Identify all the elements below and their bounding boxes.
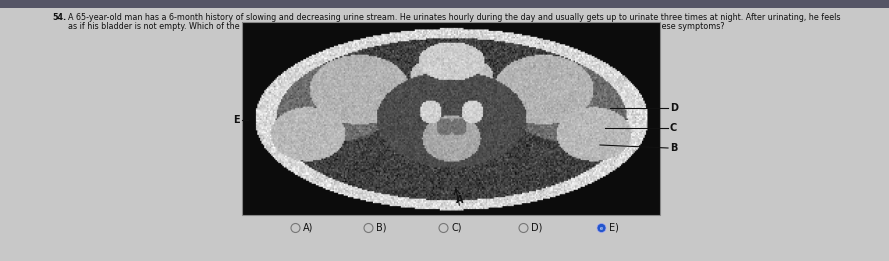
Text: as if his bladder is not empty. Which of the following labeled anatomic structur: as if his bladder is not empty. Which of…: [68, 22, 725, 31]
Text: B): B): [376, 223, 387, 233]
Bar: [0, 0, 889, 8]
Text: A): A): [303, 223, 314, 233]
Text: C): C): [451, 223, 461, 233]
Text: D: D: [670, 103, 678, 113]
Text: B: B: [670, 143, 677, 153]
Circle shape: [597, 223, 606, 233]
Text: A: A: [456, 195, 464, 205]
Text: C: C: [670, 123, 677, 133]
Text: 54.: 54.: [52, 13, 66, 22]
Text: E): E): [609, 223, 619, 233]
Text: E: E: [234, 115, 240, 125]
Text: A 65-year-old man has a 6-month history of slowing and decreasing urine stream. : A 65-year-old man has a 6-month history …: [68, 13, 840, 22]
Text: e: e: [600, 226, 603, 230]
Text: D): D): [531, 223, 542, 233]
Bar: [242, 22, 660, 215]
